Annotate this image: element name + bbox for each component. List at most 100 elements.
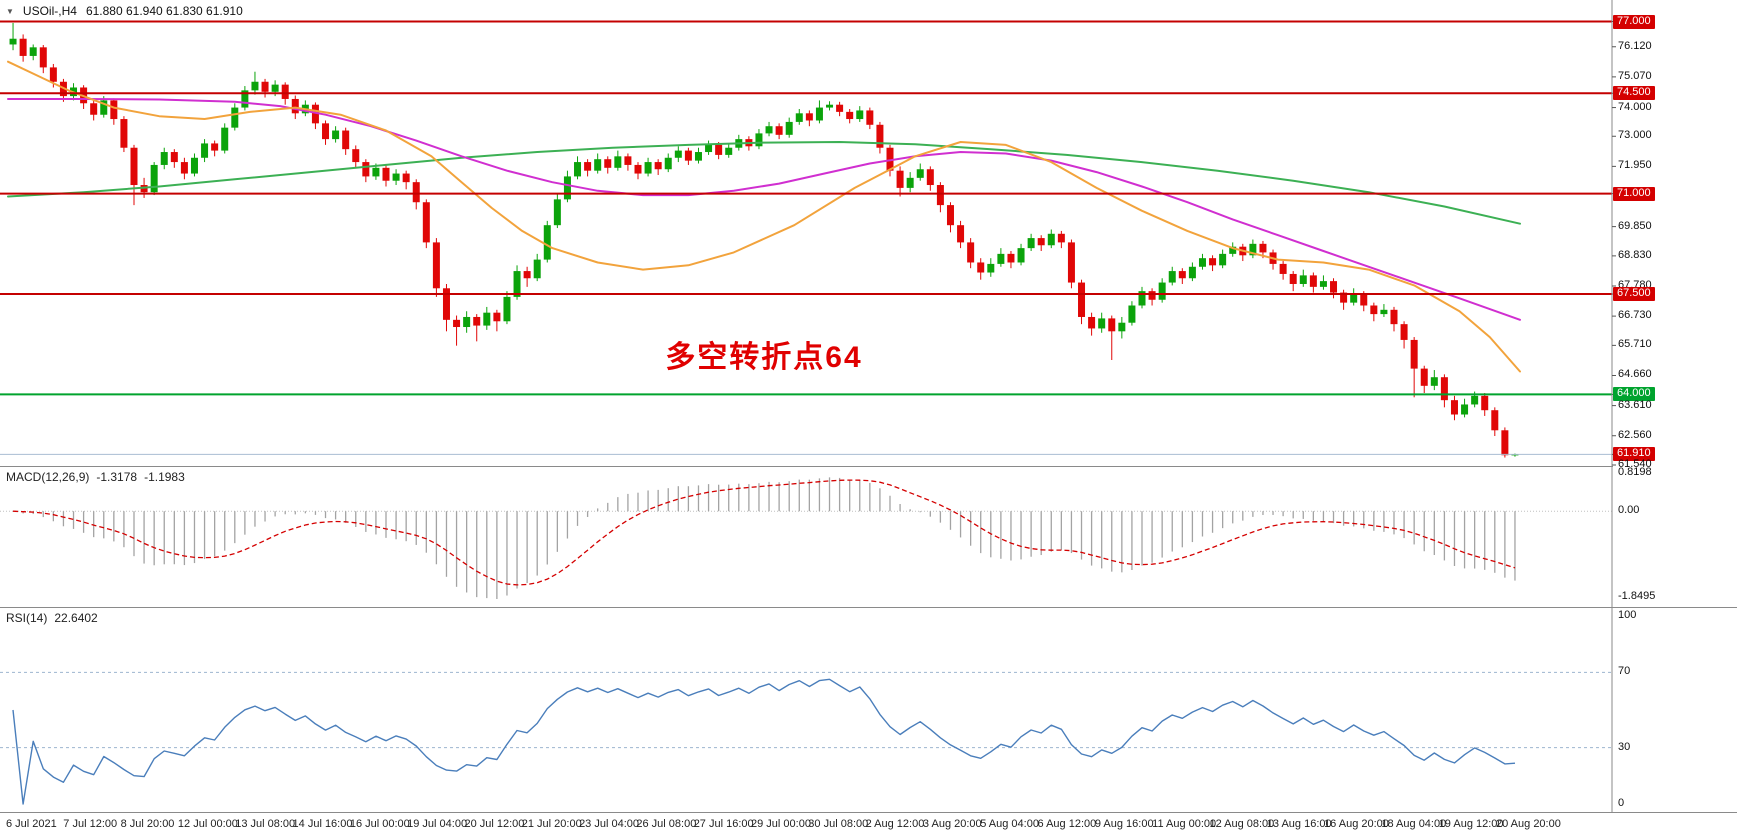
price-badge: 67.500 <box>1613 287 1655 302</box>
candle <box>90 98 98 121</box>
candle <box>574 156 582 180</box>
rsi-axis-label: 70 <box>1618 665 1631 678</box>
candle <box>362 159 370 183</box>
candle <box>604 156 612 174</box>
macd-canvas[interactable] <box>0 467 1737 607</box>
candle <box>866 107 874 130</box>
candle <box>1370 302 1378 322</box>
price-label: 62.560 <box>1618 428 1652 441</box>
candle <box>402 170 410 190</box>
macd-axis-max: 0.8198 <box>1618 466 1652 478</box>
candle <box>120 116 128 153</box>
time-label: 13 Jul 08:00 <box>235 818 296 830</box>
candle <box>332 126 340 143</box>
candle <box>1078 279 1086 325</box>
candle <box>1198 253 1206 270</box>
rsi-axis-label: 0 <box>1618 797 1625 809</box>
candle <box>180 157 188 180</box>
candle <box>1501 427 1509 458</box>
time-label: 16 Jul 00:00 <box>349 818 410 830</box>
rsi-value: 22.6402 <box>54 611 98 625</box>
candle <box>160 147 168 170</box>
candle <box>231 103 239 131</box>
candle <box>1108 315 1116 361</box>
time-label: 21 Jul 20:00 <box>521 818 582 830</box>
candle <box>453 315 461 346</box>
candle <box>684 147 692 165</box>
axis-gutter <box>1613 467 1737 607</box>
candle <box>654 159 662 175</box>
candle <box>1067 239 1075 289</box>
candle <box>926 166 934 191</box>
candle <box>1340 289 1348 310</box>
rsi-levels <box>0 671 1612 749</box>
candle <box>523 266 531 287</box>
candle <box>674 146 682 163</box>
candle <box>916 163 924 181</box>
candle <box>473 314 481 342</box>
candle <box>755 129 763 150</box>
time-axis[interactable]: 6 Jul 2021 7 Jul 12:00 8 Jul 20:00 12 Jul 0… <box>0 813 1737 838</box>
candle <box>1037 235 1045 251</box>
candle <box>1047 229 1055 249</box>
chart-annotation-text[interactable]: 多空转折点64 <box>665 340 863 374</box>
rsi-axis-label: 100 <box>1618 609 1637 621</box>
candle <box>563 170 571 203</box>
collapse-triangle-icon[interactable]: ▼ <box>6 6 14 16</box>
candle <box>765 121 773 137</box>
rsi-title: RSI(14) 22.6402 <box>6 611 98 625</box>
candle <box>483 306 491 330</box>
time-label: 11 Aug 00:00 <box>1152 818 1217 830</box>
macd-axis-zero: 0.00 <box>1618 504 1640 517</box>
candle <box>725 143 733 158</box>
candle <box>896 166 904 197</box>
candle <box>1249 239 1257 259</box>
candle <box>170 149 178 168</box>
time-label: 12 Aug 08:00 <box>1209 818 1275 830</box>
time-label: 23 Jul 04:00 <box>579 818 639 830</box>
candle <box>190 153 198 177</box>
candle <box>836 101 844 117</box>
candle <box>614 150 622 171</box>
candle <box>1420 365 1428 393</box>
candle <box>1289 271 1297 292</box>
candle <box>1319 275 1327 290</box>
price-label: 64.660 <box>1618 368 1652 381</box>
candle <box>1027 233 1035 251</box>
price-label: 61.540 <box>1618 457 1652 470</box>
rsi-panel: RSI(14) 22.6402 100 70 30 0 <box>0 608 1737 813</box>
macd-value-main: -1.3178 <box>96 470 138 484</box>
macd-label: MACD(12,26,9) <box>6 470 90 484</box>
candle <box>322 120 330 145</box>
rsi-axis-label: 30 <box>1618 740 1631 753</box>
candle <box>997 248 1005 267</box>
candle <box>634 162 642 180</box>
price-chart-canvas[interactable] <box>0 0 1737 467</box>
candle <box>1088 312 1096 336</box>
candle <box>846 109 854 124</box>
candle <box>795 109 803 125</box>
macd-title: MACD(12,26,9) -1.3178 -1.1983 <box>6 470 185 484</box>
macd-signal-line <box>12 479 1516 586</box>
candle <box>150 162 158 196</box>
candle <box>261 78 269 98</box>
ma-mid-magenta-line <box>7 98 1521 321</box>
candle <box>1158 278 1166 303</box>
time-label: 8 Jul 20:00 <box>120 818 175 830</box>
macd-panel: MACD(12,26,9) -1.3178 -1.1983 0.8198 0.00… <box>0 466 1737 608</box>
macd-histogram <box>22 477 1516 599</box>
candle <box>1188 262 1196 282</box>
price-label: 65.710 <box>1618 338 1652 351</box>
rsi-canvas[interactable] <box>0 608 1737 812</box>
candle <box>826 101 834 111</box>
candle <box>1390 306 1398 332</box>
time-label: 2 Aug 12:00 <box>865 818 925 830</box>
candle <box>241 86 249 111</box>
time-label: 20 Jul 12:00 <box>464 818 525 830</box>
candle <box>856 106 864 122</box>
candle <box>1057 230 1065 249</box>
candle <box>1168 266 1176 286</box>
candle <box>1440 374 1448 408</box>
chart-title: ▼ USOil-,H4 61.880 61.940 61.830 61.910 <box>6 4 243 18</box>
price-label: 68.830 <box>1618 248 1652 261</box>
